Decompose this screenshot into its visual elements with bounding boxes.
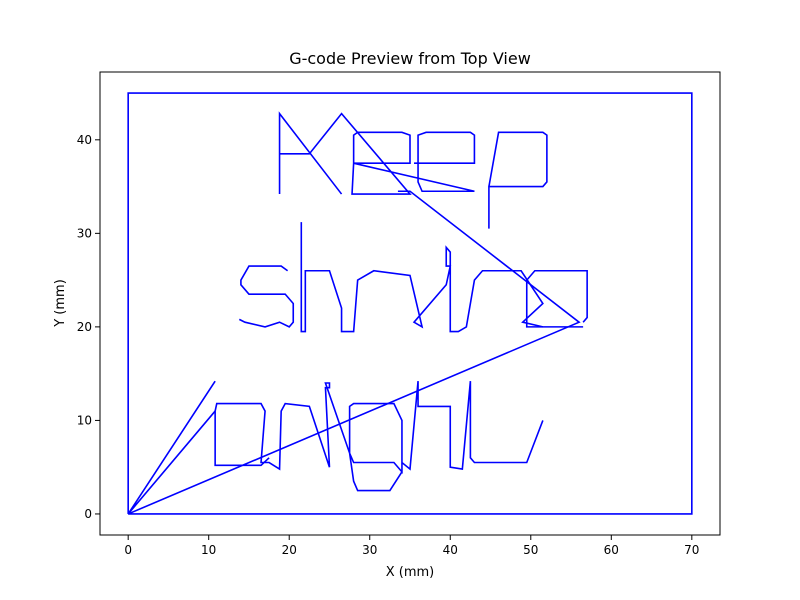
- y-axis: 0 10 20 30 40: [77, 133, 100, 521]
- x-axis: 0 10 20 30 40 50 60 70: [124, 535, 699, 557]
- toolpath-series: [127, 92, 693, 515]
- chart-title: G-code Preview from Top View: [289, 49, 531, 68]
- toolpath-segment: [525, 269, 588, 328]
- x-tick-label: 30: [362, 543, 377, 557]
- x-tick-label: 70: [684, 543, 699, 557]
- x-tick-label: 60: [604, 543, 619, 557]
- toolpath-segment: [238, 265, 295, 328]
- toolpath-segment: [127, 92, 693, 515]
- toolpath-segment: [278, 111, 343, 195]
- toolpath-segment: [300, 222, 544, 333]
- toolpath-segment: [127, 380, 216, 515]
- x-tick-label: 40: [443, 543, 458, 557]
- x-tick-label: 50: [523, 543, 538, 557]
- toolpath-segment: [488, 131, 548, 229]
- y-tick-label: 10: [77, 413, 92, 427]
- toolpath-segment: [214, 381, 544, 492]
- y-tick-label: 0: [84, 507, 92, 521]
- toolpath-segment: [279, 112, 476, 195]
- y-tick-label: 30: [77, 226, 92, 240]
- x-tick-label: 20: [282, 543, 297, 557]
- y-tick-label: 20: [77, 320, 92, 334]
- x-axis-label: X (mm): [386, 565, 435, 580]
- y-tick-label: 40: [77, 133, 92, 147]
- x-tick-label: 10: [201, 543, 216, 557]
- y-axis-label: Y (mm): [53, 279, 68, 328]
- x-tick-label: 0: [124, 543, 132, 557]
- plot-frame: [99, 71, 721, 536]
